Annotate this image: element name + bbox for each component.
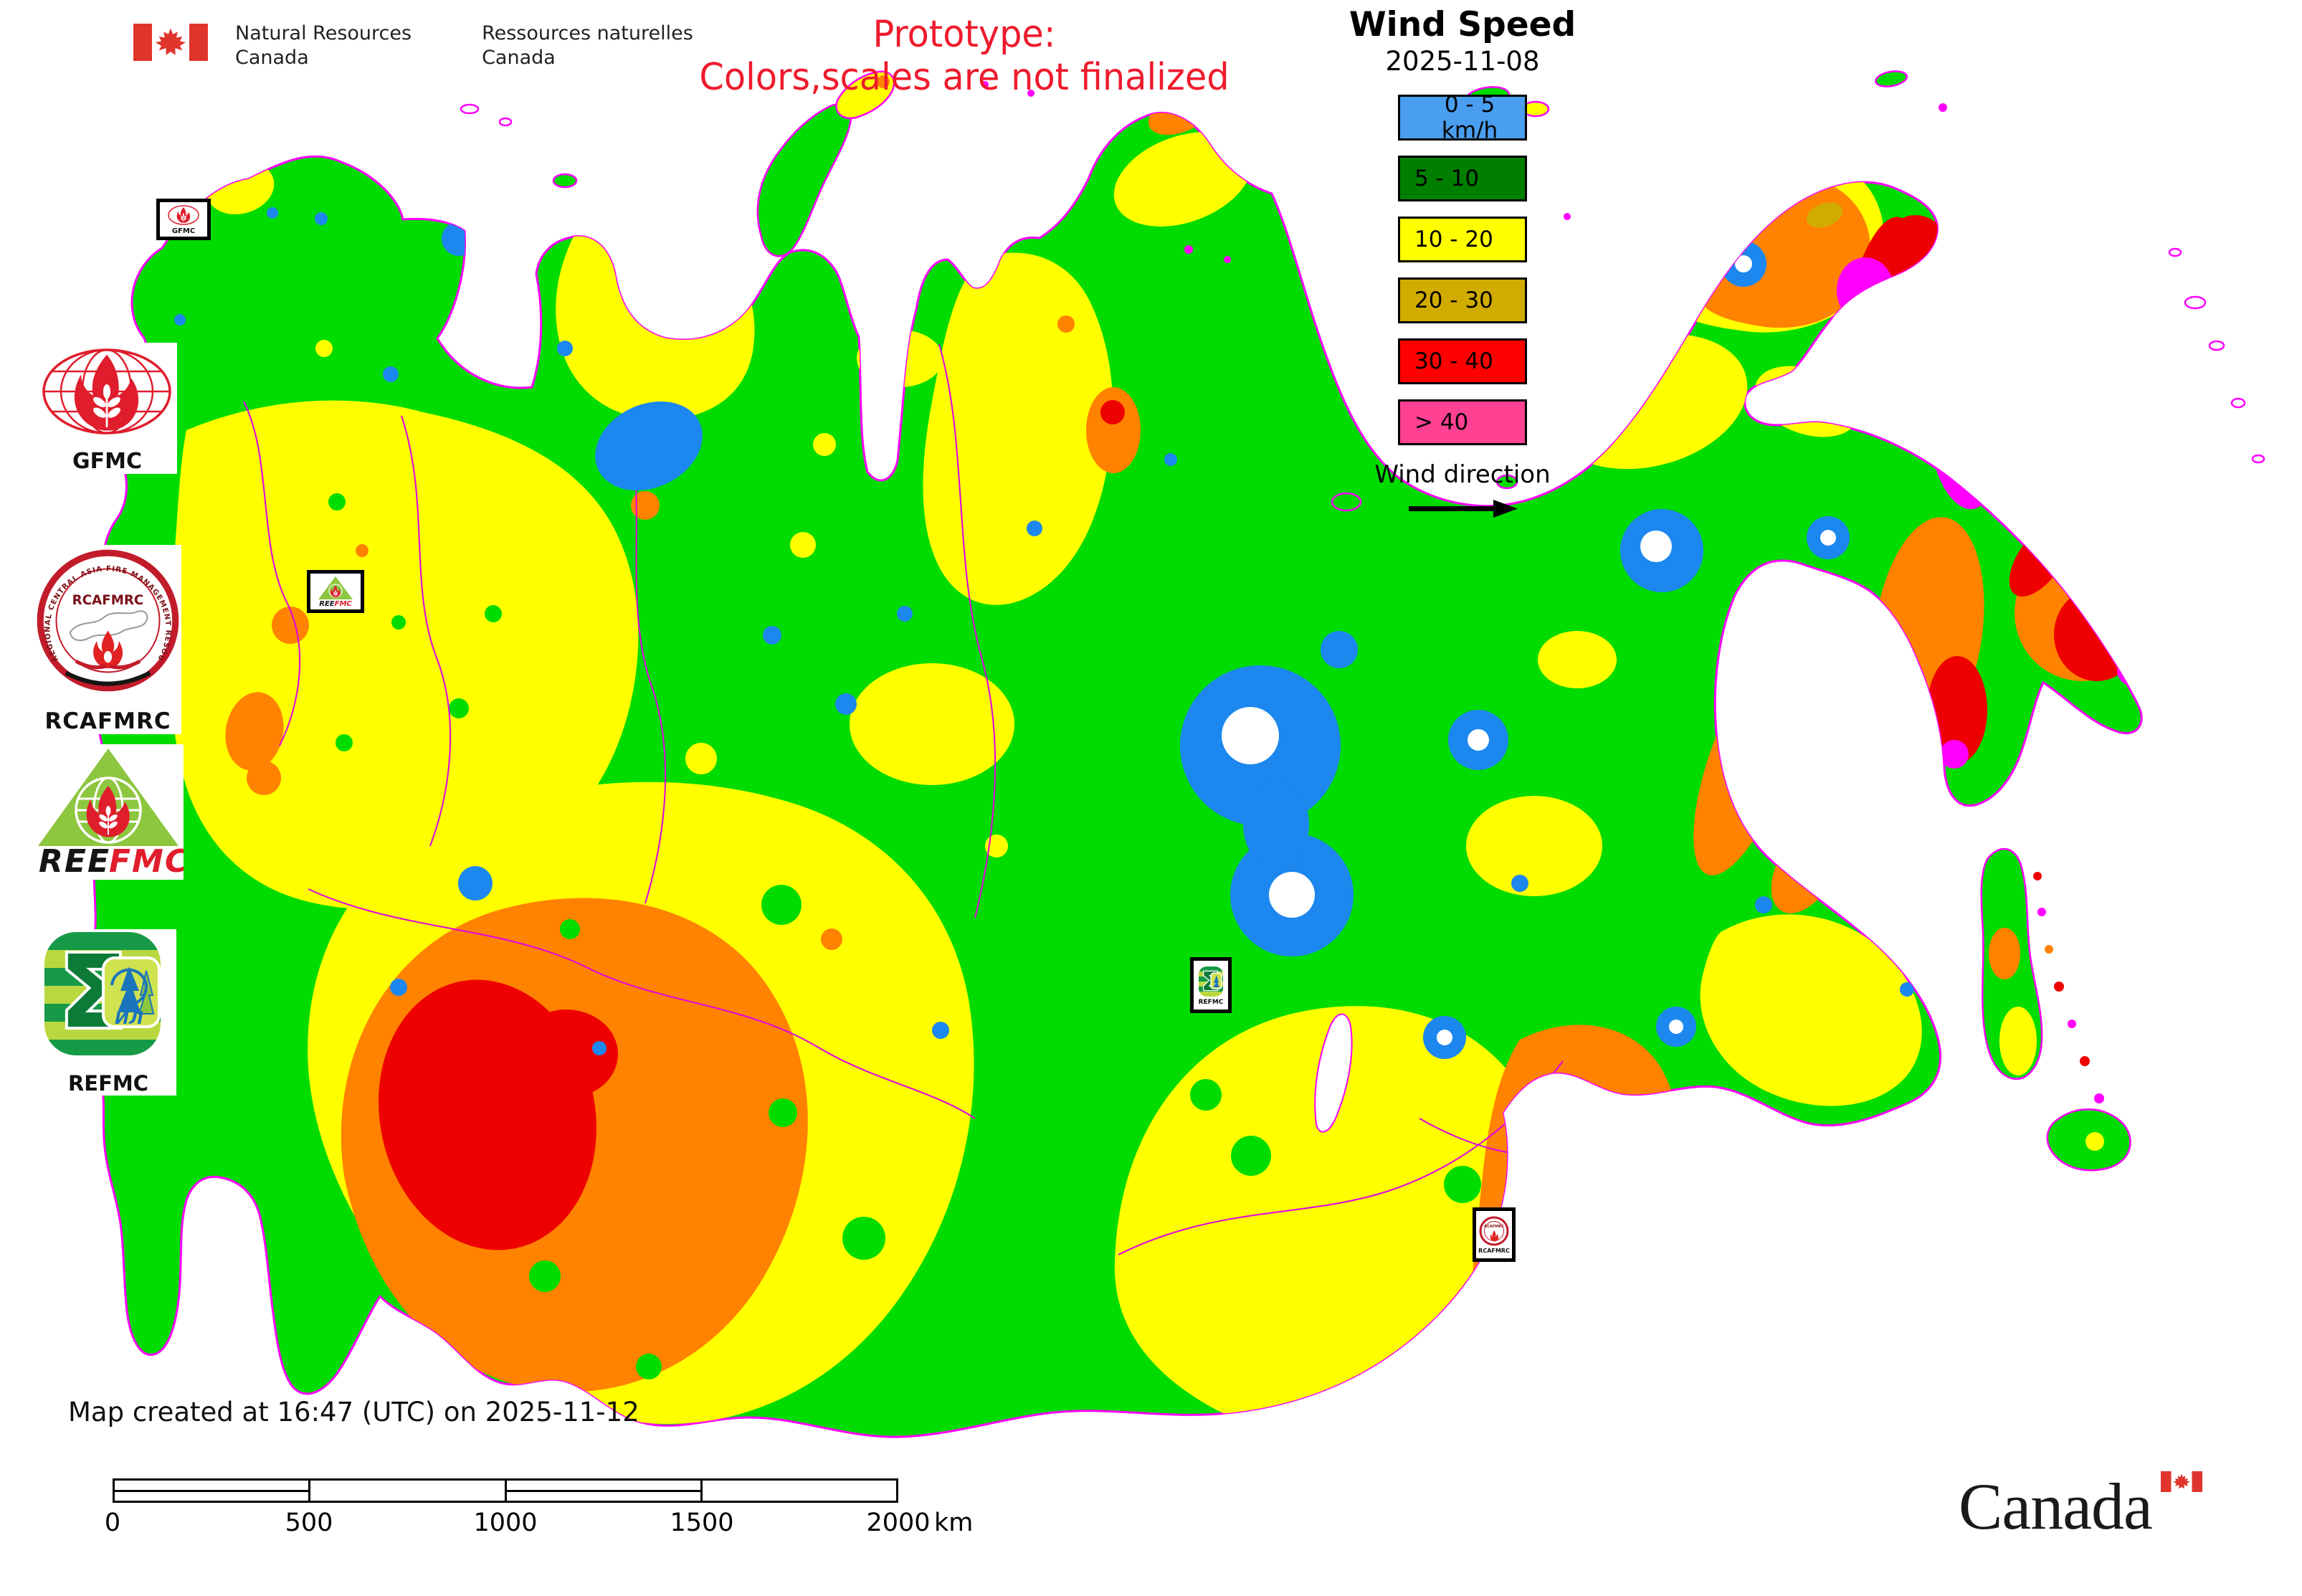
gfmc-label: GFMC bbox=[72, 449, 142, 474]
rcafmrc-marker-seal-text: RCAFMRC bbox=[1484, 1225, 1504, 1229]
refmc-logo-block: Σ ИЛ REFMC bbox=[40, 929, 176, 1096]
map-marker-reefmc: REEFMC bbox=[307, 570, 364, 613]
refmc-seal-text: ИЛ bbox=[115, 1008, 143, 1028]
canada-wordmark: Canada bbox=[1959, 1468, 2231, 1547]
nrcan-name-en: Natural Resources Canada bbox=[235, 22, 412, 70]
rcafmrc-label: RCAFMRC bbox=[44, 708, 171, 734]
reefmc-marker-label-red: FMC bbox=[334, 600, 352, 608]
scale-bar-graphic bbox=[113, 1478, 898, 1503]
nrcan-fr-line2: Canada bbox=[482, 47, 556, 69]
wind-direction-arrow-icon bbox=[1409, 500, 1518, 518]
refmc-marker-icon: Σ bbox=[1199, 966, 1223, 997]
legend-class-label: 30 - 40 bbox=[1414, 348, 1493, 374]
calm-cell-centers bbox=[1222, 255, 1836, 1045]
prototype-line2: Colors,scales are not finalized bbox=[699, 56, 1230, 99]
prototype-line1: Prototype: bbox=[872, 13, 1056, 56]
legend-class-over-40: > 40 bbox=[1398, 399, 1527, 445]
map-marker-refmc: Σ REFMC bbox=[1190, 957, 1232, 1013]
islands bbox=[460, 70, 2265, 1172]
scale-tick: 0 bbox=[104, 1509, 121, 1537]
legend-title: Wind Speed bbox=[1349, 5, 1576, 44]
wind-speed-legend: Wind Speed 2025-11-08 0 - 5 km/h 5 - 10 … bbox=[1338, 4, 1587, 523]
reefmc-marker-label-black: REE bbox=[319, 600, 335, 608]
nrcan-name-fr: Ressources naturelles Canada bbox=[482, 22, 693, 70]
rcafmrc-logo-block: REGIONAL CENTRAL ASIA FIRE MANAGEMENT RE… bbox=[32, 539, 181, 734]
scale-bar-ticks: 0 500 1000 1500 2000 km bbox=[105, 1503, 1009, 1539]
scale-segment bbox=[506, 1481, 703, 1501]
legend-class-0-5: 0 - 5 km/h bbox=[1398, 92, 1527, 143]
lake-baikal bbox=[1314, 1013, 1353, 1133]
nrcan-en-line1: Natural Resources bbox=[235, 22, 412, 44]
map-created-text: Map created at 16:47 (UTC) on 2025-11-12 bbox=[68, 1397, 639, 1428]
prototype-warning: Prototype: Colors,scales are not finaliz… bbox=[658, 13, 1271, 99]
reefmc-wordmark-black: REE bbox=[39, 843, 110, 877]
rcafmrc-marker-icon: RCAFMRC bbox=[1479, 1216, 1509, 1246]
legend-class-10-20: 10 - 20 bbox=[1398, 217, 1527, 262]
nrcan-en-line2: Canada bbox=[235, 47, 309, 69]
nrcan-fr-line1: Ressources naturelles bbox=[482, 22, 693, 44]
legend-class-30-40: 30 - 40 bbox=[1398, 338, 1527, 384]
rcafmrc-seal-text: RCAFMRC bbox=[72, 593, 144, 608]
legend-class-label: 0 - 5 km/h bbox=[1441, 92, 1498, 143]
rcafmrc-marker-label: RCAFMRC bbox=[1478, 1248, 1510, 1254]
map-marker-gfmc: GFMC bbox=[156, 199, 211, 240]
refmc-logo-icon: Σ ИЛ bbox=[44, 932, 161, 1055]
legend-class-20-30: 20 - 30 bbox=[1398, 277, 1527, 323]
legend-class-label: 10 - 20 bbox=[1414, 227, 1493, 252]
scale-tick: 1500 bbox=[670, 1509, 734, 1537]
canada-flag-icon bbox=[133, 24, 208, 61]
rcafmrc-logo-icon: REGIONAL CENTRAL ASIA FIRE MANAGEMENT RE… bbox=[32, 539, 179, 692]
legend-class-5-10: 5 - 10 bbox=[1398, 156, 1527, 201]
legend-class-label: > 40 bbox=[1414, 409, 1469, 435]
reefmc-logo-icon: REE FMC bbox=[38, 749, 188, 880]
gfmc-logo-icon bbox=[42, 348, 171, 434]
refmc-label: REFMC bbox=[67, 1071, 149, 1096]
reefmc-marker-icon bbox=[318, 576, 353, 599]
gfmc-marker-label: GFMC bbox=[171, 227, 196, 235]
scale-tick: 1000 bbox=[473, 1509, 538, 1537]
refmc-marker-label: REFMC bbox=[1198, 998, 1224, 1006]
canada-wordmark-flag-icon bbox=[2161, 1471, 2202, 1492]
scale-unit: km bbox=[934, 1509, 974, 1537]
gfmc-marker-icon bbox=[168, 204, 199, 225]
nrcan-signature: Natural Resources Canada Ressources natu… bbox=[133, 22, 693, 70]
reefmc-wordmark-red: FMC bbox=[109, 843, 184, 877]
wind-direction-label: Wind direction bbox=[1374, 460, 1551, 489]
scale-segment bbox=[703, 1481, 896, 1501]
wind-zone-gold-regions bbox=[1806, 202, 1843, 228]
map-marker-rcafmrc: RCAFMRC RCAFMRC bbox=[1473, 1207, 1516, 1262]
reefmc-logo-block: REE FMC bbox=[33, 744, 188, 880]
scale-segment bbox=[115, 1481, 311, 1501]
scale-tick: 500 bbox=[285, 1509, 333, 1537]
gfmc-logo-block: GFMC bbox=[37, 343, 177, 474]
green-patch-dots bbox=[328, 493, 1481, 1425]
scale-segment bbox=[310, 1481, 507, 1501]
legend-date: 2025-11-08 bbox=[1385, 46, 1540, 77]
legend-class-label: 20 - 30 bbox=[1414, 288, 1493, 313]
canada-wordmark-text: Canada bbox=[1959, 1470, 2153, 1543]
legend-class-label: 5 - 10 bbox=[1414, 166, 1480, 191]
region-border-lines bbox=[243, 343, 1578, 1255]
scale-tick: 2000 bbox=[866, 1509, 931, 1537]
scale-bar: 0 500 1000 1500 2000 km bbox=[105, 1478, 1009, 1539]
